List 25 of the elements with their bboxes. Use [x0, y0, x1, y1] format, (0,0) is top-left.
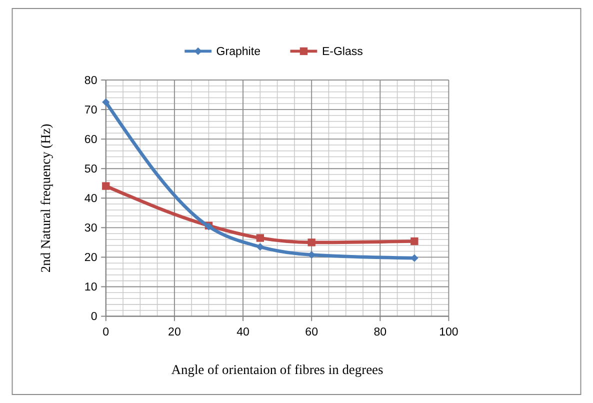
y-axis-title: 2nd Natural frequency (Hz) — [38, 124, 54, 273]
y-tick-label: 40 — [84, 192, 98, 205]
y-tick-label: 50 — [84, 163, 98, 176]
legend-label: E-Glass — [322, 46, 364, 58]
y-tick-label: 10 — [84, 282, 98, 294]
y-tick-label: 20 — [84, 252, 98, 264]
x-axis-title: Angle of orientaion of fibres in degrees — [171, 362, 384, 377]
y-tick-label: 0 — [90, 311, 98, 324]
point — [102, 98, 110, 106]
x-tick-label: 100 — [439, 326, 458, 338]
legend-label: Graphite — [216, 46, 260, 58]
x-tick-label: 60 — [305, 326, 318, 338]
y-tick-label: 80 — [84, 74, 98, 87]
y-tick-label: 70 — [84, 104, 98, 116]
y-tick-label: 30 — [84, 222, 98, 235]
point — [256, 243, 264, 251]
x-tick-label: 80 — [374, 326, 387, 338]
point — [102, 182, 110, 190]
y-tick-label: 60 — [84, 134, 98, 146]
x-tick-label: 0 — [102, 326, 110, 338]
x-tick-label: 40 — [236, 326, 250, 338]
point — [308, 238, 316, 246]
x-tick-label: 20 — [168, 326, 181, 338]
point — [256, 234, 264, 242]
point — [410, 237, 418, 246]
